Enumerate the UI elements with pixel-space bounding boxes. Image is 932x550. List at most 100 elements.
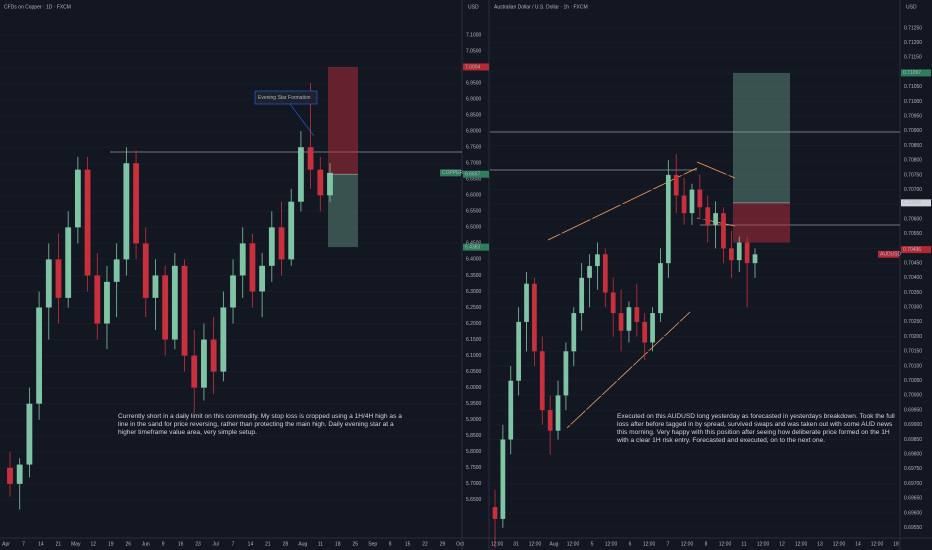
candle-body — [307, 147, 314, 170]
y-tick-label: 0.70900 — [904, 128, 922, 134]
x-tick-label: 15 — [405, 541, 411, 547]
y-tick-label: 6.7000 — [466, 161, 482, 167]
x-tick-label: 22 — [422, 541, 428, 547]
candle-body — [26, 403, 33, 465]
candle-body — [587, 266, 592, 278]
stop-zone — [733, 202, 790, 243]
y-tick-label: 0.70400 — [904, 275, 922, 281]
y-tick-label: 0.70000 — [904, 393, 922, 399]
candle-body — [736, 242, 742, 261]
callout-arrow — [289, 103, 315, 137]
candle-body — [729, 248, 734, 261]
target-zone — [733, 72, 790, 203]
x-tick-label: 16 — [178, 541, 184, 547]
candle-body — [230, 275, 236, 308]
y-tick-label: 5.9500 — [466, 401, 482, 407]
x-tick-label: 14 — [248, 541, 254, 547]
x-tick-label: 12:00 — [681, 541, 694, 547]
x-tick-label: 28 — [283, 541, 289, 547]
x-tick-label: Jun — [142, 541, 150, 547]
price-tag-label: 6.6657 — [465, 172, 481, 178]
x-tick-label: 12:00 — [605, 541, 618, 547]
candle-body — [249, 243, 256, 292]
y-tick-label: 0.71250 — [904, 25, 922, 31]
candle-body — [571, 313, 577, 352]
candle-body — [191, 355, 198, 388]
y-tick-label: 6.0000 — [466, 385, 482, 391]
note: Currently short in a daily limit on this… — [118, 413, 402, 436]
candle-body — [74, 169, 81, 228]
candle-body — [7, 467, 13, 484]
y-tick-label: 0.69750 — [904, 466, 922, 472]
candle-body — [665, 174, 671, 264]
x-tick-label: 7 — [667, 541, 670, 547]
y-tick-label: 6.6000 — [466, 193, 482, 199]
y-tick-label: 0.70850 — [904, 143, 922, 149]
price-tag-label: 0.71097 — [903, 70, 921, 76]
candle-body — [563, 351, 569, 396]
candle-body — [697, 189, 703, 208]
candle-body — [317, 169, 324, 196]
candle-body — [201, 339, 207, 388]
x-tick-label: 29 — [440, 541, 446, 547]
y-tick-label: 0.70450 — [904, 260, 922, 266]
x-tick-label: 12:00 — [567, 541, 580, 547]
candle-body — [610, 292, 616, 314]
y-tick-label: 0.70600 — [904, 216, 922, 222]
candle-body — [220, 307, 227, 372]
y-tick-label: 6.3000 — [466, 289, 482, 295]
y-tick-label: 0.70950 — [904, 113, 922, 119]
candle-body — [681, 195, 687, 214]
candle-body — [673, 174, 679, 196]
candle-body — [618, 313, 624, 331]
x-tick-label: 8 — [389, 541, 392, 547]
y-tick-label: 6.1500 — [466, 337, 482, 343]
candle-body — [705, 207, 711, 225]
y-tick-label: 0.70100 — [904, 363, 922, 369]
trend-line — [566, 311, 691, 429]
y-tick-label: 0.70250 — [904, 319, 922, 325]
price-tag — [901, 199, 931, 207]
candle-body — [123, 163, 130, 260]
y-tick-label: 6.7500 — [466, 145, 482, 151]
currency-label: USD — [906, 4, 917, 10]
x-tick-label: 18 — [335, 541, 341, 547]
y-tick-label: 0.69950 — [904, 407, 922, 413]
y-tick-label: 0.70750 — [904, 172, 922, 178]
y-tick-label: 0.71200 — [904, 40, 922, 46]
callout-box — [254, 90, 318, 105]
candle-body — [713, 213, 718, 225]
candle-body — [278, 227, 285, 260]
y-tick-label: 6.1000 — [466, 353, 482, 359]
x-tick-label: 12:00 — [757, 541, 770, 547]
y-tick-label: 0.69700 — [904, 481, 922, 487]
x-tick-label: Aug — [550, 541, 559, 547]
candle-body — [94, 275, 101, 324]
price-tag-label: 0.70496 — [903, 247, 921, 253]
target-zone — [328, 174, 358, 248]
y-tick-label: 0.70200 — [904, 334, 922, 340]
x-tick-label: May — [71, 541, 81, 547]
candle-body — [16, 464, 23, 484]
y-tick-label: 0.71000 — [904, 99, 922, 105]
candle-body — [595, 254, 600, 267]
x-tick-label: 6 — [629, 541, 632, 547]
note: Executed on this AUDUSD long yesterday a… — [617, 413, 895, 444]
candle-body — [602, 254, 608, 293]
y-tick-label: 5.6500 — [466, 497, 482, 503]
price-tag — [463, 243, 489, 251]
price-tag-label: 7.0004 — [465, 64, 481, 70]
candle-body — [500, 439, 506, 519]
symbol-tag: COPPER — [442, 170, 464, 176]
x-tick-label: 12:00 — [529, 541, 542, 547]
symbol-tag: AUDUSD — [880, 252, 902, 258]
price-tag — [463, 170, 489, 178]
y-tick-label: 6.5000 — [466, 225, 482, 231]
candle-body — [524, 283, 529, 322]
y-tick-label: 0.71050 — [904, 84, 922, 90]
y-tick-label: 6.8500 — [466, 112, 482, 118]
y-tick-label: 6.2000 — [466, 321, 482, 327]
symbol-tag-box — [878, 250, 899, 258]
candle-body — [689, 189, 695, 214]
candle-body — [259, 265, 266, 292]
